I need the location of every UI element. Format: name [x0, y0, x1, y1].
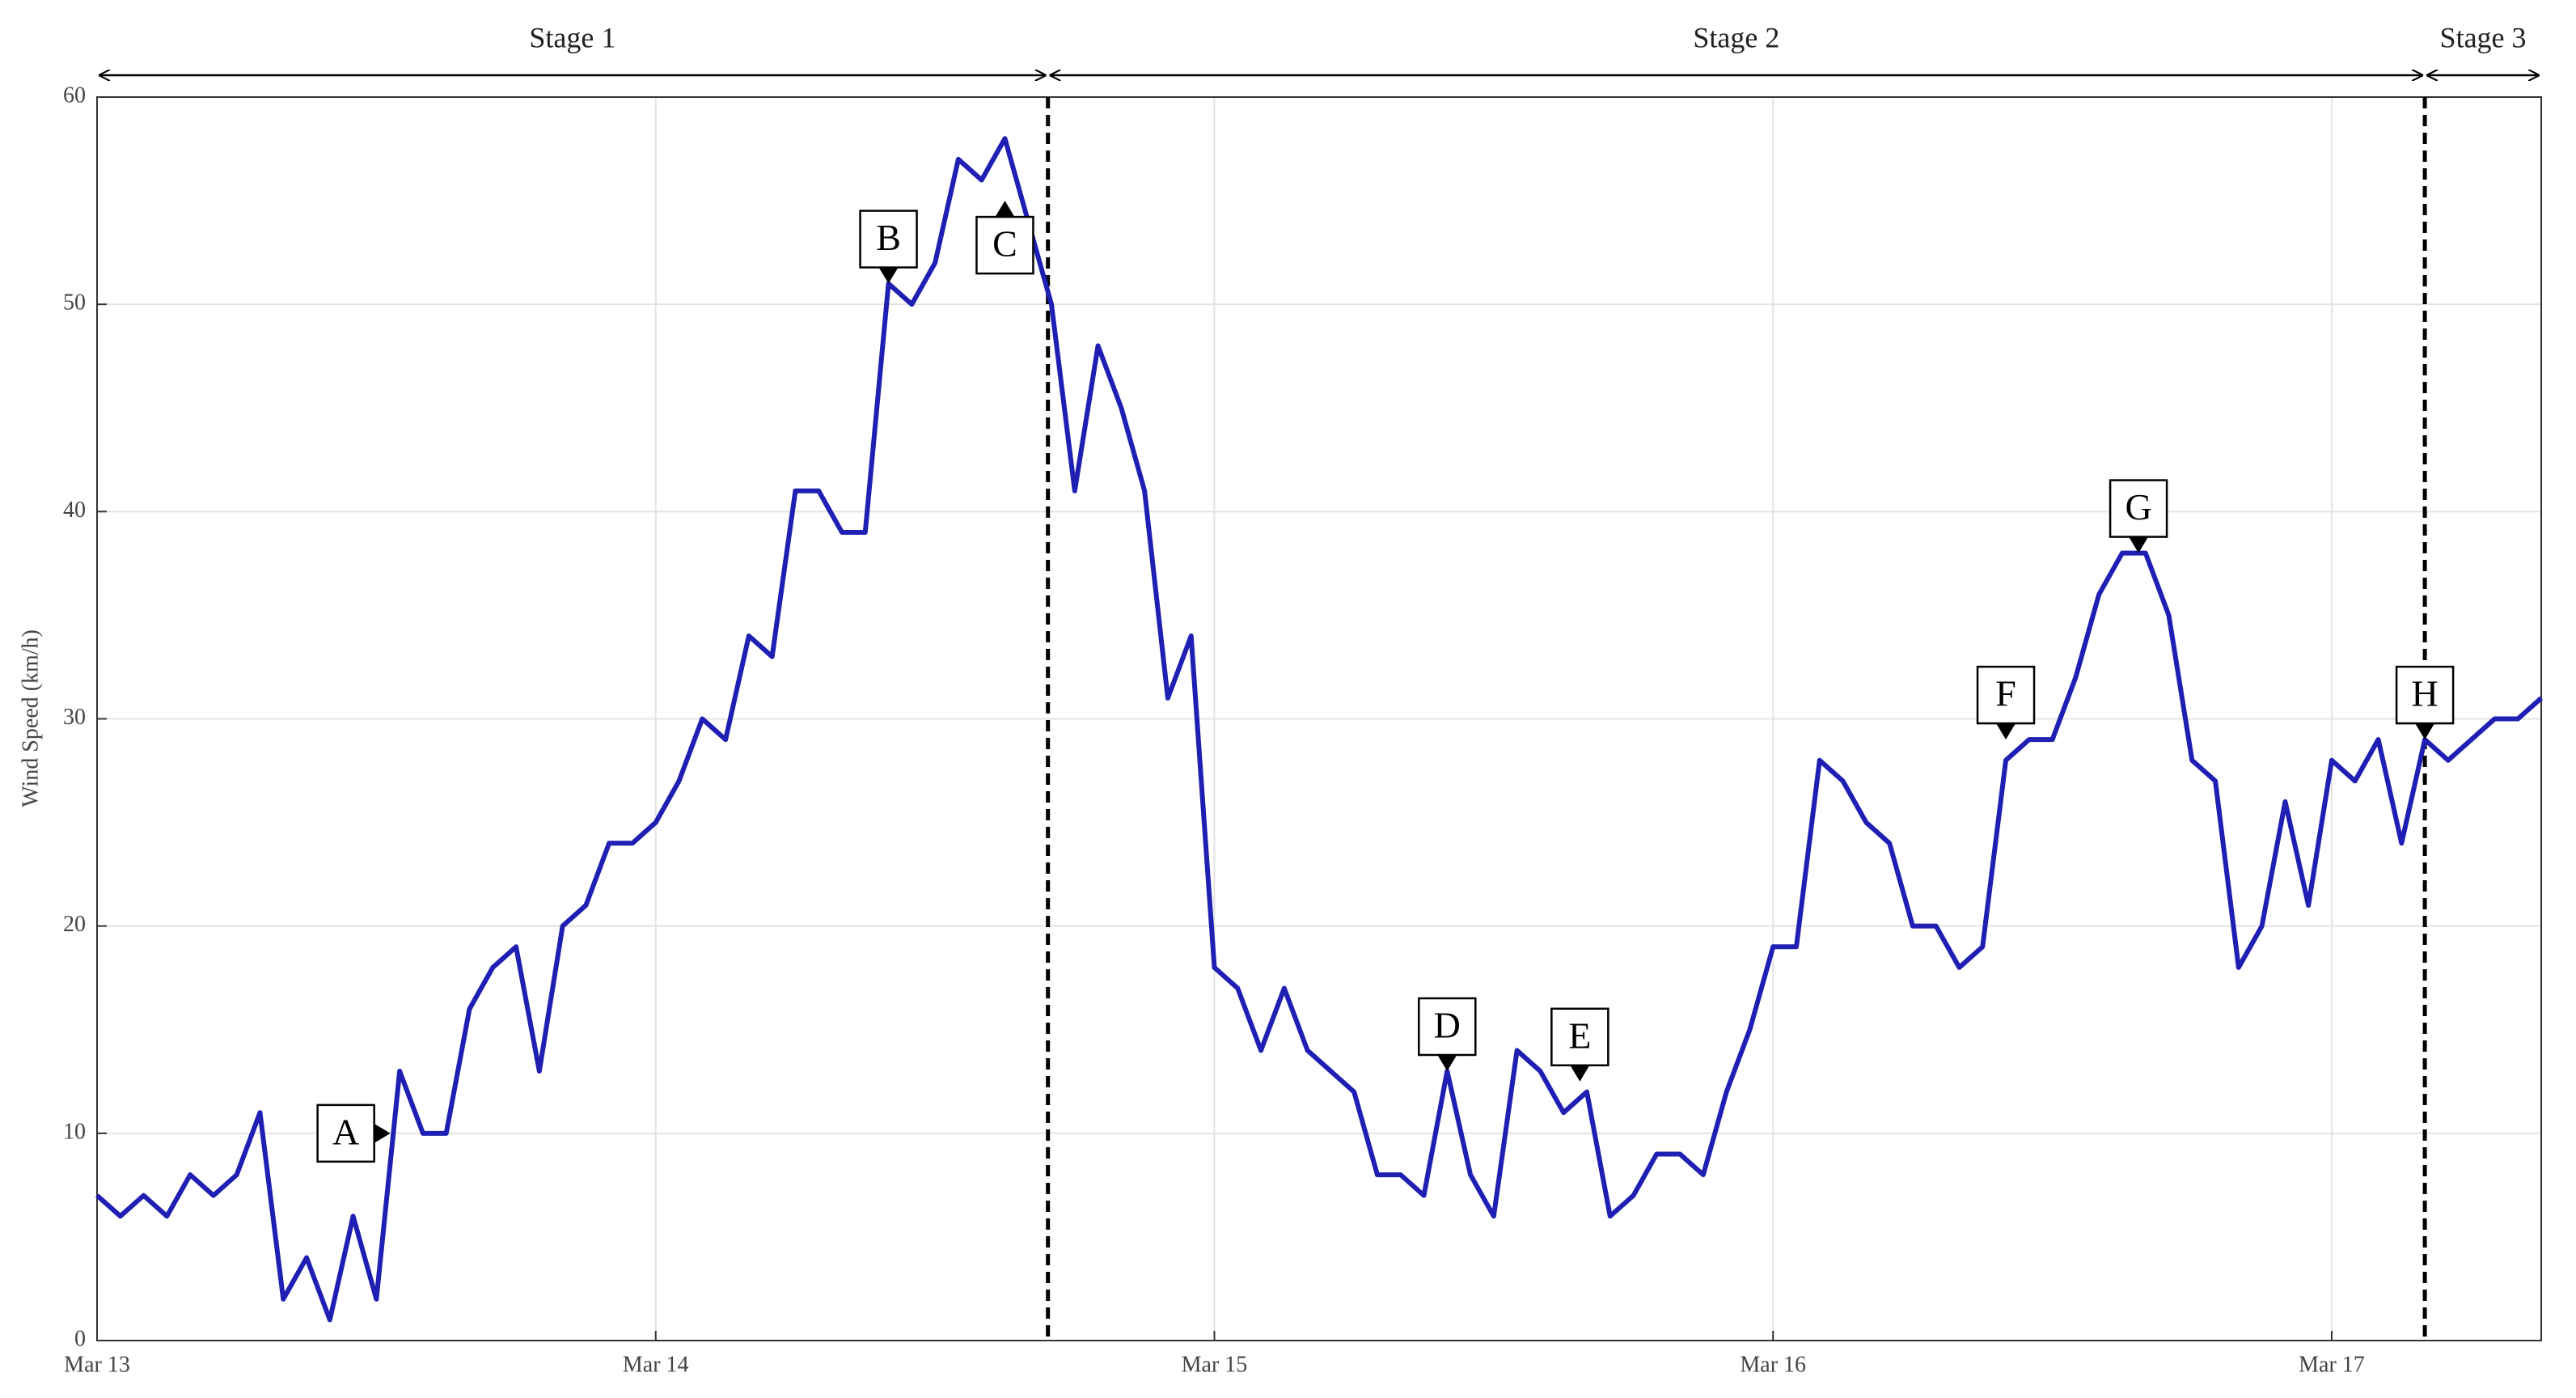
y-tick-label: 40	[63, 498, 86, 523]
stage-label: Stage 2	[1693, 21, 1779, 53]
annotation-pointer	[2415, 723, 2435, 740]
plot-frame	[96, 96, 2542, 1341]
annotation-pointer	[1570, 1065, 1590, 1082]
annotation-box	[2395, 665, 2455, 725]
annotation-label: D	[1434, 1005, 1461, 1046]
annotation-box	[2109, 479, 2168, 538]
y-tick-label: 30	[63, 705, 86, 730]
annotation-label: E	[1568, 1015, 1591, 1056]
annotation-pointer	[995, 201, 1015, 218]
annotation-box	[316, 1104, 375, 1163]
annotation-label: B	[876, 217, 901, 258]
y-tick-label: 10	[63, 1119, 86, 1144]
annotation-box	[1550, 1007, 1609, 1067]
y-tick-label: 50	[63, 290, 86, 316]
annotation-label: C	[992, 223, 1017, 265]
annotation-label: A	[332, 1111, 359, 1152]
x-tick-label: Mar 16	[1740, 1352, 1806, 1377]
annotation-label: F	[1995, 673, 2016, 714]
annotation-pointer	[2129, 536, 2149, 553]
x-tick-label: Mar 14	[623, 1352, 689, 1377]
y-tick-label: 0	[74, 1326, 86, 1351]
annotation-pointer	[1996, 723, 2016, 740]
annotation-box	[975, 215, 1034, 275]
stage-label: Stage 3	[2440, 21, 2527, 53]
annotation-pointer	[374, 1123, 391, 1143]
x-tick-label: Mar 17	[2299, 1352, 2365, 1377]
annotation-box	[1976, 665, 2036, 725]
x-tick-label: Mar 13	[64, 1352, 130, 1377]
y-axis-label: Wind Speed (km/h)	[18, 629, 43, 807]
y-tick-label: 60	[63, 83, 86, 108]
annotation-label: H	[2411, 673, 2438, 714]
stage-label: Stage 1	[529, 21, 615, 53]
annotation-pointer	[878, 267, 899, 284]
x-tick-label: Mar 15	[1182, 1352, 1248, 1377]
annotation-label: G	[2125, 486, 2151, 527]
annotation-box	[859, 210, 918, 269]
data-line	[95, 136, 2543, 1323]
y-tick-label: 20	[63, 912, 86, 937]
annotation-pointer	[1437, 1054, 1457, 1071]
annotation-box	[1418, 997, 1477, 1057]
